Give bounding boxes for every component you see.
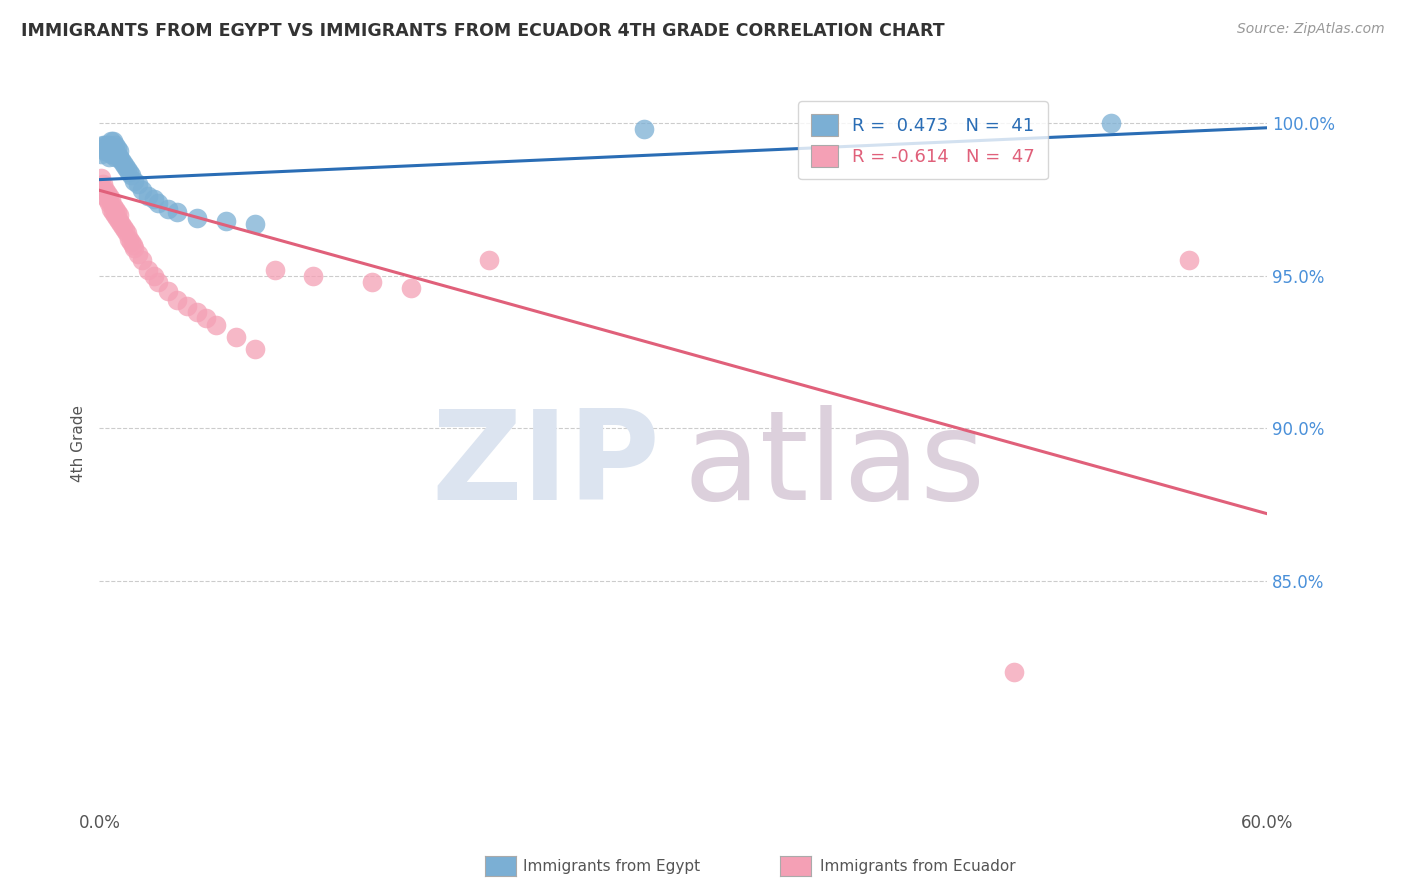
Point: [1178, 253, 1201, 268]
Point: [243, 217, 266, 231]
Point: [108, 144, 131, 158]
Text: Source: ZipAtlas.com: Source: ZipAtlas.com: [1237, 22, 1385, 37]
Point: [186, 305, 208, 319]
Point: [100, 193, 122, 207]
Point: [263, 262, 285, 277]
Point: [105, 211, 128, 225]
Y-axis label: 4th Grade: 4th Grade: [72, 405, 86, 482]
Point: [111, 219, 134, 234]
Point: [98, 189, 121, 203]
Point: [633, 122, 655, 136]
Point: [105, 204, 128, 219]
Point: [225, 329, 247, 343]
Point: [1099, 116, 1122, 130]
Point: [1002, 665, 1025, 680]
Point: [108, 150, 131, 164]
Point: [399, 281, 422, 295]
Point: [131, 183, 153, 197]
Point: [91, 183, 114, 197]
Text: Immigrants from Ecuador: Immigrants from Ecuador: [820, 859, 1015, 873]
Point: [146, 275, 169, 289]
Text: atlas: atlas: [683, 405, 986, 526]
Point: [136, 262, 159, 277]
Point: [302, 268, 325, 283]
Point: [100, 135, 122, 149]
Point: [166, 293, 188, 307]
Legend: R =  0.473   N =  41, R = -0.614   N =  47: R = 0.473 N = 41, R = -0.614 N = 47: [799, 101, 1047, 179]
Point: [100, 140, 122, 154]
Point: [94, 137, 117, 152]
Point: [101, 140, 124, 154]
Point: [98, 195, 121, 210]
Text: Immigrants from Egypt: Immigrants from Egypt: [523, 859, 700, 873]
Point: [98, 137, 121, 152]
Point: [156, 202, 179, 216]
Point: [111, 156, 134, 170]
Point: [100, 202, 122, 216]
Point: [96, 137, 118, 152]
Point: [101, 198, 124, 212]
Point: [115, 226, 138, 240]
Point: [94, 144, 117, 158]
Point: [114, 223, 136, 237]
Point: [110, 153, 132, 167]
Point: [176, 299, 198, 313]
Point: [105, 146, 128, 161]
Point: [101, 204, 124, 219]
Point: [205, 318, 228, 332]
Point: [124, 174, 146, 188]
Point: [98, 144, 121, 158]
Point: [94, 183, 117, 197]
Point: [105, 140, 128, 154]
Point: [478, 253, 501, 268]
Point: [101, 146, 124, 161]
Text: IMMIGRANTS FROM EGYPT VS IMMIGRANTS FROM ECUADOR 4TH GRADE CORRELATION CHART: IMMIGRANTS FROM EGYPT VS IMMIGRANTS FROM…: [21, 22, 945, 40]
Point: [120, 168, 142, 182]
Point: [104, 208, 127, 222]
Point: [127, 178, 149, 192]
Point: [156, 284, 179, 298]
Point: [243, 342, 266, 356]
Point: [96, 186, 118, 201]
Point: [114, 159, 136, 173]
Point: [117, 165, 139, 179]
Point: [100, 146, 122, 161]
Point: [104, 144, 127, 158]
Point: [142, 268, 165, 283]
Point: [131, 253, 153, 268]
Point: [94, 189, 117, 203]
Point: [90, 146, 112, 161]
Point: [104, 137, 127, 152]
Point: [186, 211, 208, 225]
Point: [142, 193, 165, 207]
Point: [110, 217, 132, 231]
Point: [96, 193, 118, 207]
Point: [136, 189, 159, 203]
Point: [127, 247, 149, 261]
Point: [120, 235, 142, 249]
Point: [166, 204, 188, 219]
Point: [115, 161, 138, 176]
Point: [195, 311, 218, 326]
Point: [121, 238, 143, 252]
Point: [108, 214, 131, 228]
Point: [104, 202, 127, 216]
Point: [104, 150, 127, 164]
Point: [90, 171, 112, 186]
Point: [117, 232, 139, 246]
Point: [91, 178, 114, 192]
Point: [360, 275, 382, 289]
Point: [101, 135, 124, 149]
Point: [124, 241, 146, 255]
Text: ZIP: ZIP: [432, 405, 659, 526]
Point: [96, 144, 118, 158]
Point: [215, 214, 238, 228]
Point: [91, 137, 114, 152]
Point: [146, 195, 169, 210]
Point: [108, 208, 131, 222]
Point: [98, 150, 121, 164]
